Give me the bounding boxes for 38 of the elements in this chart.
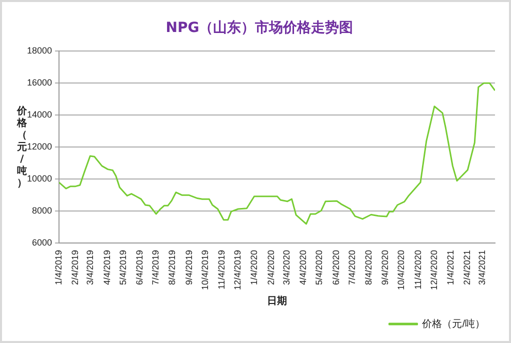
x-tick-label: 6/4/2020 [330,250,341,286]
x-tick-label: 2/4/2020 [266,250,276,286]
x-tick-label: 11/4/2019 [216,250,227,290]
y-axis-title: 价格（元/吨） [16,106,28,190]
x-tick-label: 5/4/2019 [118,250,128,286]
x-tick-label: 1/4/2020 [249,250,260,286]
x-tick-label: 3/4/2021 [477,250,488,286]
y-tick-label: 18000 [26,45,52,56]
x-tick-label: 4/4/2020 [298,250,308,286]
x-tick-label: 1/4/2021 [446,250,456,286]
x-tick-label: 10/4/2019 [200,250,210,290]
x-tick-label: 2/4/2021 [462,250,472,286]
y-tick-label: 14000 [26,109,52,120]
x-tick-label: 12/4/2020 [428,250,439,290]
x-tick-label: 3/4/2020 [281,250,292,286]
x-tick-label: 9/4/2020 [380,250,390,286]
y-tick-label: 6000 [32,237,52,248]
x-tick-label: 4/4/2019 [102,250,112,286]
x-tick-label: 8/4/2019 [167,250,178,286]
x-tick-label: 2/4/2019 [70,250,80,286]
x-tick-label: 3/4/2019 [85,250,96,286]
y-tick-label: 8000 [32,205,52,216]
y-tick-label: 16000 [26,77,52,88]
x-tick-label: 12/4/2019 [232,250,243,290]
x-tick-label: 1/4/2019 [54,250,64,286]
x-axis-title: 日期 [267,294,288,307]
y-tick-label: 12000 [26,141,52,152]
x-tick-label: 7/4/2020 [346,250,357,286]
chart-title: NPG（山东）市场价格走势图 [166,19,354,36]
x-tick-label: 8/4/2020 [363,250,374,286]
x-tick-label: 6/4/2019 [134,250,144,286]
x-tick-label: 5/4/2020 [314,250,324,286]
x-tick-label: 10/4/2020 [396,250,406,290]
x-tick-label: 9/4/2019 [184,250,194,286]
y-tick-label: 10000 [26,173,52,184]
x-tick-label: 11/4/2020 [412,250,423,290]
legend-label: 价格（元/吨） [421,318,486,330]
x-tick-label: 7/4/2019 [150,250,161,286]
